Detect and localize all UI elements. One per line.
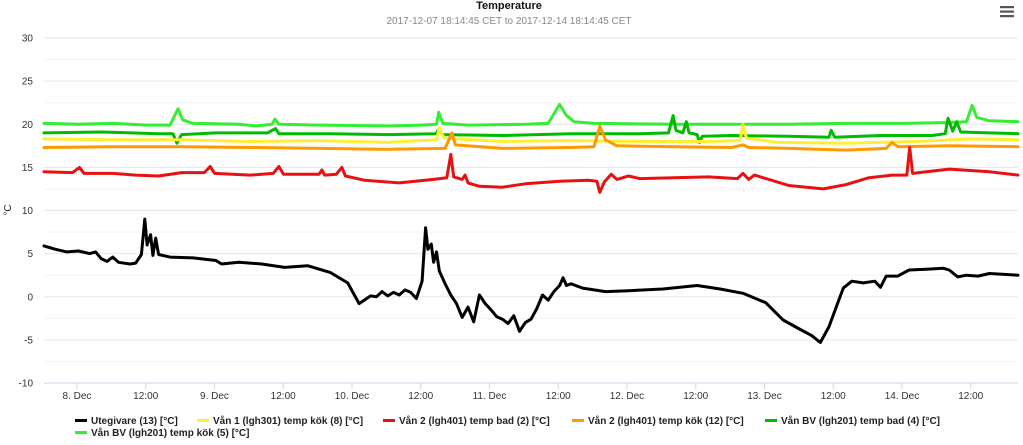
legend-label: Vån 1 (lgh301) temp kök (8) [°C] xyxy=(213,415,363,427)
hamburger-menu-icon[interactable] xyxy=(995,1,1019,23)
series-line-5[interactable] xyxy=(42,217,1020,344)
x-tick-label: 12:00 xyxy=(683,391,708,402)
chart-title: Temperature xyxy=(476,0,542,12)
legend-item[interactable]: Vån BV (lgh201) temp kök (5) [°C] xyxy=(75,427,249,439)
legend-label: Utegivare (13) [°C] xyxy=(91,416,178,427)
legend[interactable]: Utegivare (13) [°C] Vån 1 (lgh301) temp k… xyxy=(75,415,940,439)
legend-label: Vån BV (lgh201) temp bad (4) [°C] xyxy=(781,415,940,427)
chart-subtitle: 2017-12-07 18:14:45 CET to 2017-12-14 18… xyxy=(387,16,632,27)
x-tick-label: 14. Dec xyxy=(885,391,919,402)
x-tick-label: 10. Dec xyxy=(335,391,369,402)
x-tick-label: 8. Dec xyxy=(62,391,91,402)
y-tick-label: 25 xyxy=(22,77,34,88)
x-tick-label: 12:00 xyxy=(408,391,433,402)
axes: 30 25 20 15 10 5 0 -5 -10 8. Dec 12:00 9. Dec 12:00 1… xyxy=(19,34,1018,402)
x-tick-label: 12. Dec xyxy=(610,391,644,402)
series-line-0[interactable] xyxy=(42,102,1020,128)
y-tick-label: 30 xyxy=(22,34,34,45)
x-tick-label: 12:00 xyxy=(271,391,296,402)
legend-label: Vån 2 (lgh401) temp kök (12) [°C] xyxy=(588,415,744,427)
x-tick-label: 9. Dec xyxy=(200,391,229,402)
y-tick-label: -5 xyxy=(24,335,33,346)
y-tick-label: 15 xyxy=(22,163,34,174)
series-line-2[interactable] xyxy=(42,122,1020,145)
x-tick-label: 12:00 xyxy=(821,391,846,402)
y-tick-label: 10 xyxy=(22,206,34,217)
series-line-3[interactable] xyxy=(42,124,1020,152)
y-tick-label: 5 xyxy=(27,249,33,260)
series-line-1[interactable] xyxy=(42,114,1020,145)
legend-item[interactable]: Vån 2 (lgh401) temp kök (12) [°C] xyxy=(572,415,744,427)
legend-item[interactable]: Utegivare (13) [°C] xyxy=(75,416,178,427)
series-line-4[interactable] xyxy=(42,146,1020,194)
legend-item[interactable]: Vån 2 (lgh401) temp bad (2) [°C] xyxy=(383,415,550,427)
series-lines xyxy=(42,102,1020,344)
legend-label: Vån BV (lgh201) temp kök (5) [°C] xyxy=(91,427,249,439)
y-axis-label: °C xyxy=(3,204,14,215)
y-tick-label: 0 xyxy=(27,292,33,303)
grid-lines xyxy=(44,37,1018,384)
y-tick-label: -10 xyxy=(19,379,34,390)
x-tick-label: 12:00 xyxy=(133,391,158,402)
legend-item[interactable]: Vån 1 (lgh301) temp kök (8) [°C] xyxy=(197,415,363,427)
legend-label: Vån 2 (lgh401) temp bad (2) [°C] xyxy=(399,415,550,427)
x-tick-label: 13. Dec xyxy=(747,391,781,402)
x-tick-label: 11. Dec xyxy=(473,391,507,402)
x-tick-label: 12:00 xyxy=(958,391,983,402)
y-tick-label: 20 xyxy=(22,120,34,131)
legend-item[interactable]: Vån BV (lgh201) temp bad (4) [°C] xyxy=(765,415,940,427)
x-tick-label: 12:00 xyxy=(546,391,571,402)
